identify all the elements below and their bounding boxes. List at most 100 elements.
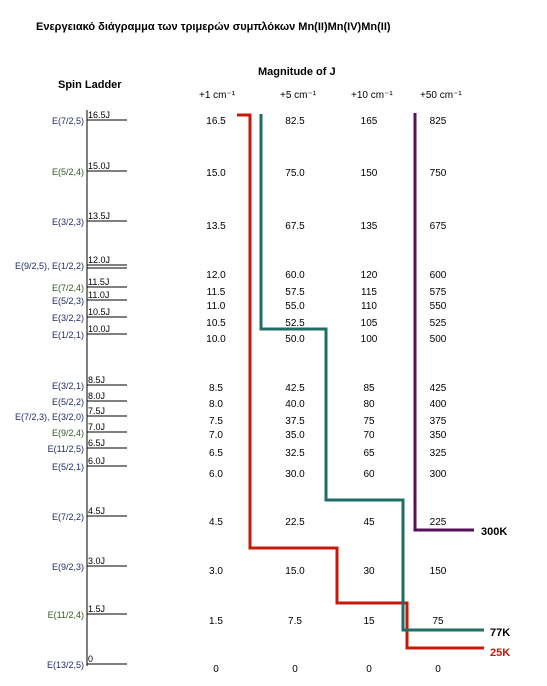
level-state-label: E(9/2,5), E(1/2,2): [15, 261, 84, 271]
magnitude-value: 11.0: [207, 301, 226, 312]
temp-line-300k: [413, 113, 474, 532]
magnitude-value: 225: [430, 517, 447, 528]
level-state-label: E(5/2,3): [52, 296, 84, 306]
level-state-label: E(7/2,2): [52, 512, 84, 522]
magnitude-value: 13.5: [206, 221, 226, 232]
level-state-label: E(3/2,2): [52, 313, 84, 323]
level-state-label: E(9/2,3): [52, 562, 84, 572]
level-energy-label: 15.0J: [88, 161, 110, 171]
column-header: +5 cm⁻¹: [280, 90, 317, 101]
magnitude-value: 75.0: [285, 168, 305, 179]
level-state-label: E(1/2,1): [52, 330, 84, 340]
magnitude-value: 110: [361, 301, 377, 312]
level-state-label: E(7/2,4): [52, 283, 84, 293]
magnitude-value: 52.5: [285, 318, 305, 329]
magnitude-value: 57.5: [285, 287, 305, 298]
level-state-label: E(5/2,2): [52, 397, 84, 407]
column-headers: +1 cm⁻¹ +5 cm⁻¹ +10 cm⁻¹ +50 cm⁻¹: [199, 90, 462, 101]
magnitude-value: 70: [363, 430, 375, 441]
level-energy-label: 4.5J: [88, 506, 105, 516]
magnitude-value: 6.0: [209, 469, 223, 480]
diagram-title: Ενεργειακό διάγραμμα των τριμερών συμπλό…: [36, 21, 391, 33]
magnitude-value: 150: [361, 168, 378, 179]
magnitude-value: 75: [432, 616, 444, 627]
magnitude-value: 7.0: [209, 430, 223, 441]
magnitude-value: 675: [430, 221, 447, 232]
magnitude-value: 0: [292, 664, 298, 675]
magnitude-value: 55.0: [285, 301, 305, 312]
magnitude-value: 100: [361, 334, 378, 345]
magnitude-value: 550: [430, 301, 447, 312]
level-energy-label: 6.5J: [88, 438, 105, 448]
magnitude-value: 0: [213, 664, 219, 675]
magnitude-value: 525: [430, 318, 447, 329]
level-state-label: E(11/2,4): [48, 610, 84, 620]
column-header: +10 cm⁻¹: [351, 90, 393, 101]
magnitude-value: 1.5: [209, 616, 223, 627]
magnitude-value: 40.0: [285, 399, 305, 410]
magnitude-value: 7.5: [209, 416, 223, 427]
temp-label-25k: 25K: [490, 647, 510, 659]
magnitude-value: 60.0: [285, 270, 305, 281]
level-energy-label: 7.0J: [88, 422, 105, 432]
magnitude-value: 32.5: [285, 448, 305, 459]
column-header: +50 cm⁻¹: [420, 90, 462, 101]
level-state-label: E(3/2,3): [52, 217, 84, 227]
magnitude-value: 60: [363, 469, 375, 480]
magnitude-value: 16.5: [206, 116, 226, 127]
magnitude-value: 825: [430, 116, 447, 127]
level-energy-label: 10.5J: [88, 307, 110, 317]
magnitude-value: 50.0: [285, 334, 305, 345]
magnitude-value: 300: [430, 469, 447, 480]
level-state-label: E(5/2,1): [52, 462, 84, 472]
magnitude-value: 325: [430, 448, 447, 459]
magnitude-value: 80: [363, 399, 375, 410]
magnitude-value: 7.5: [288, 616, 302, 627]
magnitude-value: 35.0: [285, 430, 305, 441]
magnitude-value: 575: [430, 287, 447, 298]
level-energy-label: 12.0J: [88, 255, 110, 265]
level-energy-label: 6.0J: [88, 456, 105, 466]
magnitude-value: 37.5: [285, 416, 305, 427]
level-state-label: E(3/2,1): [52, 381, 84, 391]
magnitude-value: 11.5: [207, 287, 226, 298]
magnitude-heading: Magnitude of J: [258, 66, 336, 78]
level-state-label: E(9/2,4): [52, 428, 84, 438]
level-energy-label: 3.0J: [88, 556, 105, 566]
magnitude-value: 350: [430, 430, 447, 441]
spin-ladder-heading: Spin Ladder: [58, 79, 122, 91]
level-state-label: E(7/2,5): [52, 116, 84, 126]
magnitude-value: 500: [430, 334, 447, 345]
level-energy-label: 11.5J: [88, 277, 109, 287]
magnitude-value: 375: [430, 416, 447, 427]
level-energy-label: 7.5J: [88, 406, 105, 416]
magnitude-value: 10.0: [206, 334, 226, 345]
magnitude-value: 42.5: [285, 383, 305, 394]
magnitude-value: 425: [430, 383, 447, 394]
magnitude-value: 0: [366, 664, 372, 675]
level-state-label: E(11/2,5): [48, 444, 84, 454]
magnitude-value: 75: [363, 416, 375, 427]
magnitude-value: 3.0: [209, 566, 223, 577]
magnitude-value: 150: [430, 566, 447, 577]
magnitude-value: 65: [363, 448, 375, 459]
level-state-label: E(13/2,5): [47, 660, 84, 670]
magnitude-value: 135: [361, 221, 378, 232]
magnitude-value: 85: [363, 383, 375, 394]
magnitude-value: 8.5: [209, 383, 223, 394]
magnitude-value: 115: [361, 287, 377, 298]
temp-line-25k: [237, 113, 484, 650]
temp-label-300k: 300K: [481, 526, 507, 538]
magnitude-value: 750: [430, 168, 447, 179]
magnitude-value: 120: [361, 270, 378, 281]
temp-line-77k: [259, 114, 484, 632]
magnitude-value: 30: [363, 566, 375, 577]
column-header: +1 cm⁻¹: [199, 90, 236, 101]
magnitude-value: 22.5: [285, 517, 305, 528]
level-state-label: E(5/2,4): [52, 167, 84, 177]
magnitude-value: 10.5: [206, 318, 226, 329]
magnitude-value: 30.0: [285, 469, 305, 480]
magnitude-value: 6.5: [209, 448, 223, 459]
temp-label-77k: 77K: [490, 627, 510, 639]
